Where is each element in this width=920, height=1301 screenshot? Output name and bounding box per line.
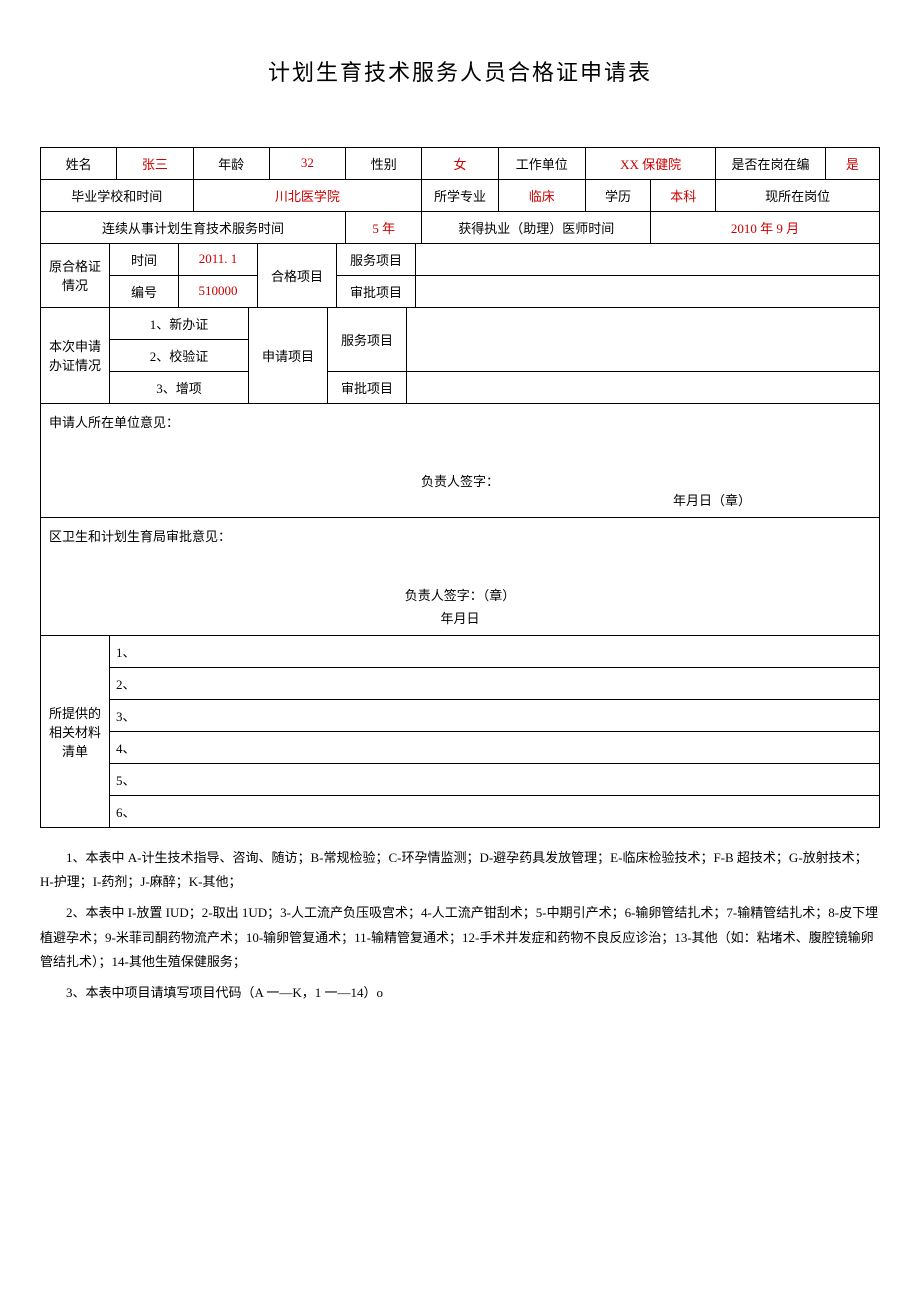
major-value: 临床 — [498, 179, 585, 211]
note-3: 3、本表中项目请填写项目代码（A 一—K，1 一—14）o — [40, 981, 880, 1006]
material-item-6: 6、 — [110, 795, 880, 827]
page-title: 计划生育技术服务人员合格证申请表 — [40, 55, 880, 87]
school-value: 川北医学院 — [193, 179, 422, 211]
opinion-bureau-date: 年月日 — [49, 608, 871, 627]
note-2: 2、本表中 I-放置 IUD；2-取出 1UD；3-人工流产负压吸宫术；4-人工… — [40, 901, 880, 975]
material-item-1: 1、 — [110, 636, 880, 668]
edu-label: 学历 — [585, 179, 650, 211]
opinion-bureau-block: 区卫生和计划生育局审批意见： 负责人签字：（章） 年月日 — [40, 518, 880, 636]
position-label: 现所在岗位 — [716, 179, 880, 211]
school-label: 毕业学校和时间 — [41, 179, 194, 211]
name-label: 姓名 — [41, 147, 117, 179]
cert-no-label: 编号 — [110, 275, 179, 307]
gender-value: 女 — [422, 147, 498, 179]
cert-apply-opt1: 1、新办证 — [110, 308, 249, 340]
cert-time-label: 时间 — [110, 244, 179, 276]
cert-time-value: 2011. 1 — [179, 244, 258, 276]
form-table: 姓名 张三 年龄 32 性别 女 工作单位 XX 保健院 是否在岗在编 是 毕业… — [40, 147, 880, 244]
cert-apply-service-label: 服务项目 — [328, 308, 407, 372]
material-item-3: 3、 — [110, 699, 880, 731]
cert-qualified-label: 合格项目 — [258, 244, 337, 308]
cert-approve-label: 审批项目 — [337, 275, 416, 307]
cert-service-label: 服务项目 — [337, 244, 416, 276]
name-value: 张三 — [117, 147, 193, 179]
age-value: 32 — [269, 147, 345, 179]
cert-apply-opt2: 2、校验证 — [110, 339, 249, 371]
notes-section: 1、本表中 A-计生技术指导、咨询、随访；B-常规检验；C-环孕情监测；D-避孕… — [40, 846, 880, 1006]
opinion-unit-title: 申请人所在单位意见： — [49, 412, 871, 431]
cert-apply-apply-label: 申请项目 — [249, 308, 328, 404]
cert-apply-service-value — [407, 308, 880, 372]
duration-value: 5 年 — [346, 211, 422, 243]
cert-apply-opt3: 3、增项 — [110, 371, 249, 403]
cert-service-value — [416, 244, 880, 276]
edu-value: 本科 — [651, 179, 716, 211]
workunit-value: XX 保健院 — [585, 147, 715, 179]
material-item-4: 4、 — [110, 731, 880, 763]
opinion-unit-block: 申请人所在单位意见： 负责人签字： 年月日（章） — [40, 404, 880, 518]
license-time-label: 获得执业（助理）医师时间 — [422, 211, 651, 243]
note-1: 1、本表中 A-计生技术指导、咨询、随访；B-常规检验；C-环孕情监测；D-避孕… — [40, 846, 880, 895]
age-label: 年龄 — [193, 147, 269, 179]
materials-table: 所提供的相关材料清单 1、 2、 3、 4、 5、 6、 — [40, 636, 880, 828]
cert-apply-label: 本次申请办证情况 — [41, 308, 110, 404]
cert-apply-approve-value — [407, 371, 880, 403]
cert-orig-label: 原合格证情况 — [41, 244, 110, 308]
opinion-bureau-title: 区卫生和计划生育局审批意见： — [49, 526, 871, 545]
onpost-label: 是否在岗在编 — [716, 147, 825, 179]
gender-label: 性别 — [346, 147, 422, 179]
opinion-bureau-sign: 负责人签字：（章） — [49, 585, 871, 604]
cert-orig-table: 原合格证情况 时间 2011. 1 合格项目 服务项目 编号 510000 审批… — [40, 244, 880, 308]
onpost-value: 是 — [825, 147, 879, 179]
workunit-label: 工作单位 — [498, 147, 585, 179]
cert-apply-approve-label: 审批项目 — [328, 371, 407, 403]
material-item-5: 5、 — [110, 763, 880, 795]
materials-label: 所提供的相关材料清单 — [41, 636, 110, 828]
duration-label: 连续从事计划生育技术服务时间 — [41, 211, 346, 243]
cert-approve-value — [416, 275, 880, 307]
material-item-2: 2、 — [110, 667, 880, 699]
opinion-unit-date: 年月日（章） — [49, 490, 871, 509]
cert-apply-table: 本次申请办证情况 1、新办证 申请项目 服务项目 2、校验证 3、增项 审批项目 — [40, 308, 880, 404]
license-time-value: 2010 年 9 月 — [651, 211, 880, 243]
opinion-unit-sign: 负责人签字： — [49, 471, 871, 490]
cert-no-value: 510000 — [179, 275, 258, 307]
major-label: 所学专业 — [422, 179, 498, 211]
